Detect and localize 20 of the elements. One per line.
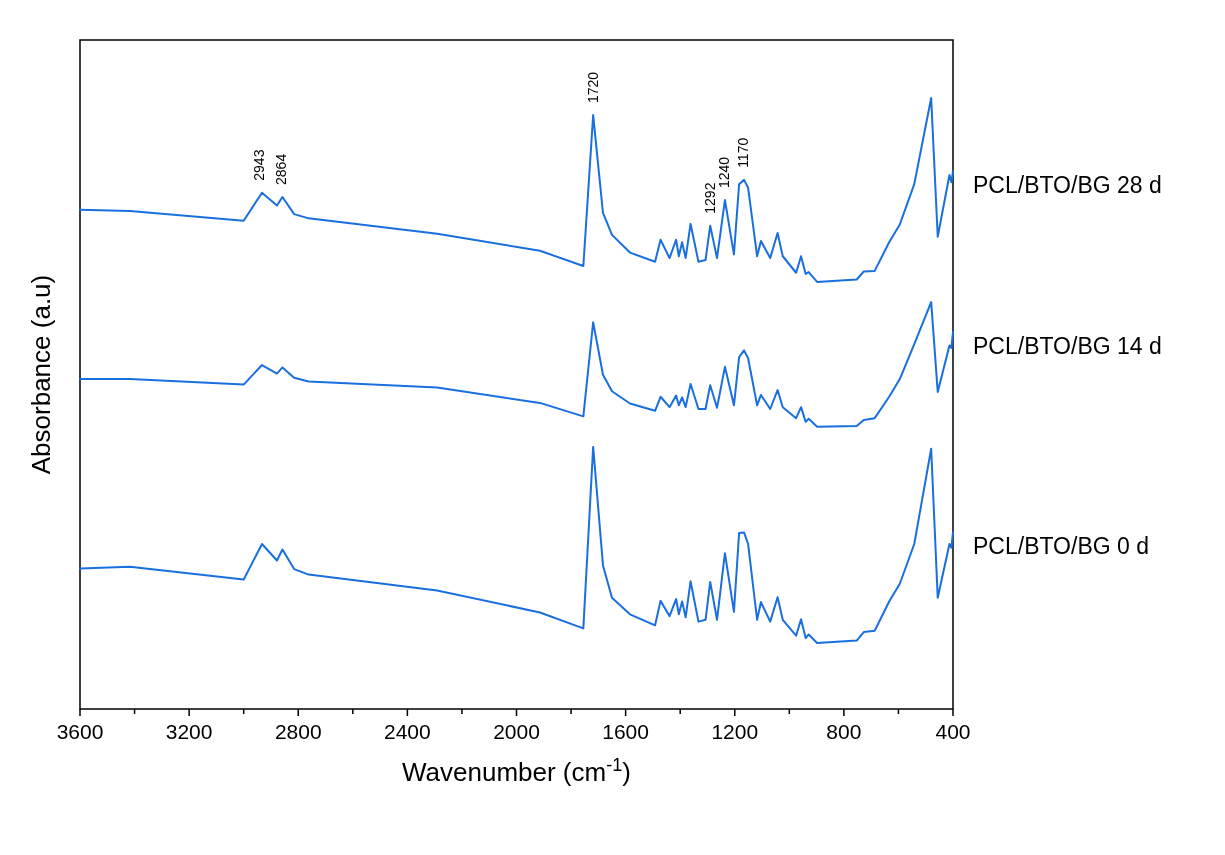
- annotation: 2864: [272, 153, 289, 185]
- x-tick-label: 1200: [711, 720, 759, 743]
- x-tick-label: 3600: [56, 720, 104, 743]
- x-tick-label: 800: [826, 720, 862, 743]
- annotation: 2943: [251, 149, 268, 181]
- x-tick-label: 1600: [602, 720, 649, 743]
- x-tick-label: 2800: [274, 720, 322, 743]
- series-label: PCL/BTO/BG 28 d: [973, 172, 1162, 199]
- annotation: 1292: [701, 182, 718, 214]
- x-tick-label: 2000: [493, 720, 540, 743]
- annotation: 1170: [734, 137, 751, 168]
- x-tick-label: 3200: [165, 720, 213, 743]
- series-label: PCL/BTO/BG 14 d: [973, 333, 1162, 360]
- x-tick-label: 400: [935, 720, 971, 743]
- x-tick-label: 2400: [384, 720, 431, 743]
- y-axis-title: Absorbance (a.u): [26, 274, 56, 475]
- series-label: PCL/BTO/BG 0 d: [973, 533, 1149, 560]
- annotation: 1720: [584, 71, 601, 104]
- annotation: 1240: [715, 156, 732, 189]
- x-axis-title: Wavenumber (cm$^{-1}$): [401, 755, 632, 787]
